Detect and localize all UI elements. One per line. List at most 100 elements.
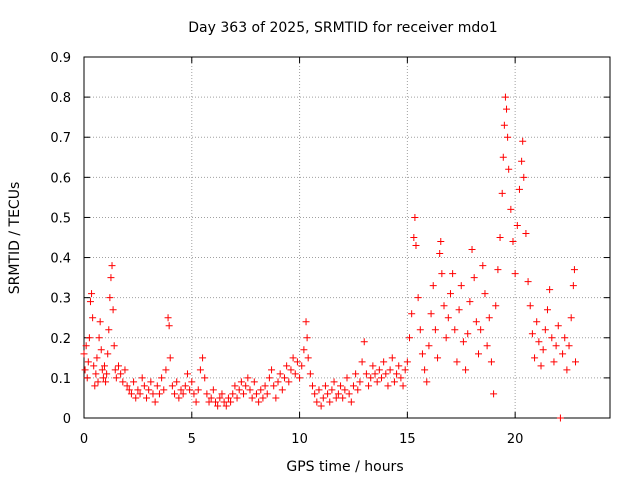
- y-axis-label: SRMTID / TECUs: [7, 182, 23, 295]
- data-point: [556, 414, 564, 422]
- scatter-points: [80, 93, 580, 422]
- data-point: [203, 390, 211, 398]
- data-point: [265, 374, 273, 382]
- data-point: [434, 354, 442, 362]
- data-point: [531, 354, 539, 362]
- data-point: [569, 282, 577, 290]
- data-point: [492, 302, 500, 310]
- data-point: [457, 282, 465, 290]
- data-point: [186, 386, 194, 394]
- data-point: [276, 370, 284, 378]
- data-point: [494, 266, 502, 274]
- data-point: [515, 185, 523, 193]
- data-point: [535, 338, 543, 346]
- data-point: [177, 386, 185, 394]
- data-point: [411, 213, 419, 221]
- data-point: [554, 322, 562, 330]
- data-point: [468, 246, 476, 254]
- data-point: [283, 362, 291, 370]
- data-point: [291, 370, 299, 378]
- data-point: [158, 374, 166, 382]
- data-point: [423, 378, 431, 386]
- data-point: [459, 338, 467, 346]
- data-point: [192, 398, 200, 406]
- data-point: [550, 358, 558, 366]
- data-point: [444, 314, 452, 322]
- data-point: [104, 350, 112, 358]
- data-point: [371, 370, 379, 378]
- data-point: [105, 326, 113, 334]
- y-tick-label: 0.6: [50, 171, 71, 186]
- data-point: [356, 378, 364, 386]
- data-point: [181, 382, 189, 390]
- x-tick-label: 5: [188, 432, 196, 447]
- y-tick-label: 0.9: [50, 51, 71, 66]
- data-point: [272, 394, 280, 402]
- data-point: [362, 370, 370, 378]
- data-point: [518, 157, 526, 165]
- data-point: [414, 294, 422, 302]
- data-point: [99, 374, 107, 382]
- grid: [84, 57, 610, 418]
- data-point: [199, 354, 207, 362]
- data-point: [136, 390, 144, 398]
- data-point: [138, 374, 146, 382]
- data-point: [119, 378, 127, 386]
- data-point: [369, 362, 377, 370]
- data-point: [393, 370, 401, 378]
- data-point: [472, 318, 480, 326]
- data-point: [259, 394, 267, 402]
- data-point: [386, 366, 394, 374]
- data-point: [168, 382, 176, 390]
- data-point: [121, 366, 129, 374]
- data-point: [326, 398, 334, 406]
- data-point: [319, 394, 327, 402]
- data-point: [509, 238, 517, 246]
- data-point: [403, 358, 411, 366]
- data-point: [425, 342, 433, 350]
- data-point: [207, 394, 215, 402]
- x-tick-label: 10: [291, 432, 308, 447]
- data-point: [190, 390, 198, 398]
- data-point: [561, 334, 569, 342]
- data-point: [229, 390, 237, 398]
- data-point: [464, 330, 472, 338]
- data-point: [485, 314, 493, 322]
- data-point: [224, 394, 232, 402]
- data-point: [212, 398, 219, 406]
- data-point: [106, 294, 114, 302]
- data-point: [365, 382, 373, 390]
- data-point: [487, 358, 495, 366]
- data-point: [216, 394, 224, 402]
- data-point: [567, 314, 575, 322]
- data-point: [173, 378, 181, 386]
- data-point: [377, 374, 385, 382]
- data-point: [227, 398, 235, 406]
- data-point: [451, 326, 459, 334]
- data-point: [240, 390, 248, 398]
- data-point: [244, 374, 252, 382]
- data-point: [505, 165, 513, 173]
- data-point: [375, 366, 383, 374]
- y-tick-label: 0.2: [50, 332, 71, 347]
- data-point: [109, 306, 117, 314]
- data-point: [437, 238, 445, 246]
- data-point: [171, 390, 179, 398]
- data-point: [500, 121, 508, 129]
- data-point: [453, 358, 461, 366]
- data-point: [519, 137, 527, 145]
- data-point: [237, 378, 245, 386]
- data-point: [97, 346, 105, 354]
- data-point: [490, 390, 498, 398]
- data-point: [546, 286, 554, 294]
- data-point: [337, 382, 345, 390]
- data-point: [436, 250, 444, 258]
- y-tick-label: 0.4: [50, 252, 71, 267]
- chart-title: Day 363 of 2025, SRMTID for receiver mdo…: [188, 20, 497, 36]
- data-point: [302, 318, 310, 326]
- data-point: [103, 370, 111, 378]
- data-point: [466, 298, 474, 306]
- data-point: [82, 342, 90, 350]
- data-point: [285, 378, 293, 386]
- data-point: [324, 390, 332, 398]
